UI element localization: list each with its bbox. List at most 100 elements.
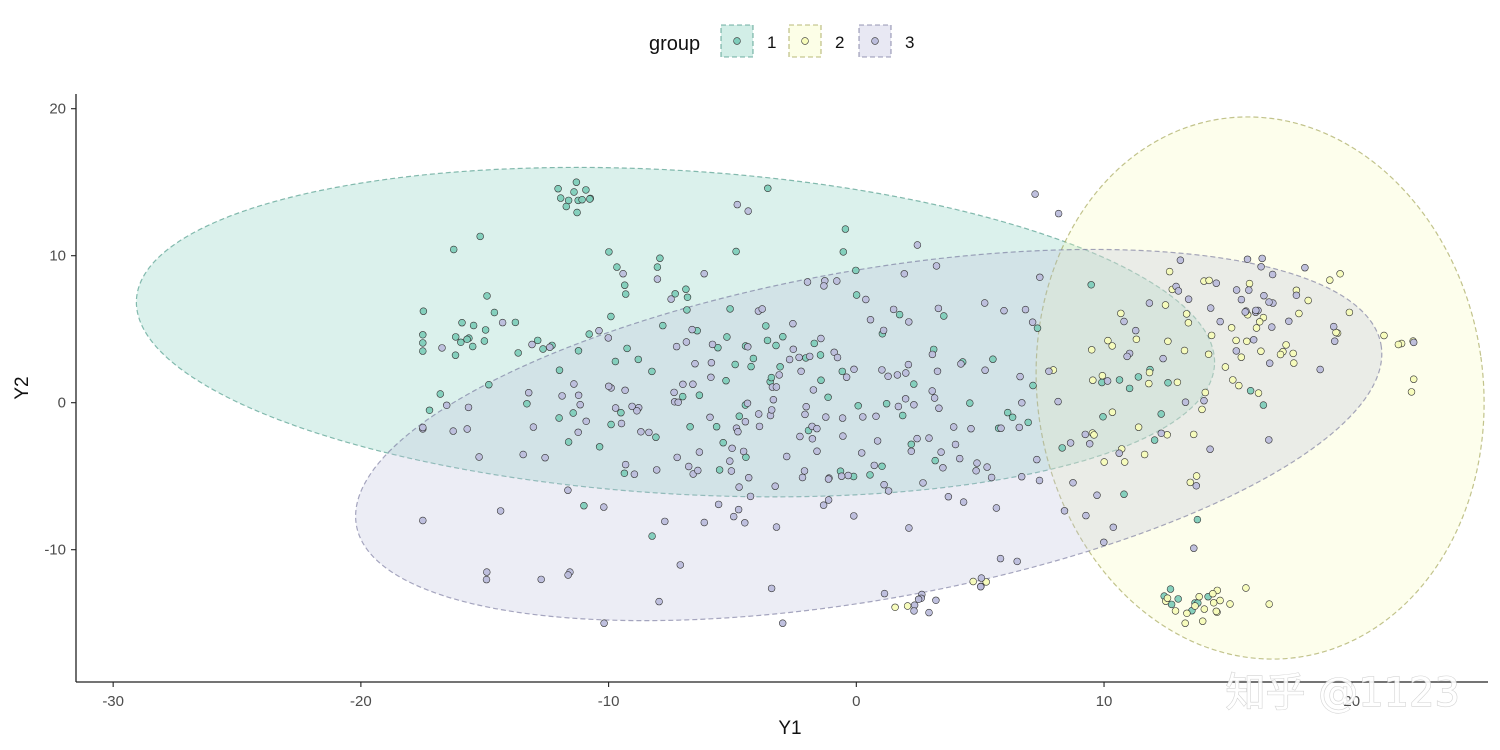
point-group-1 — [620, 469, 629, 477]
point-group-2 — [1186, 478, 1195, 487]
point-group-3 — [628, 402, 636, 411]
y-tick-label: 10 — [49, 248, 66, 265]
point-group-1 — [556, 194, 565, 202]
point-group-3 — [1066, 439, 1075, 447]
point-group-1 — [523, 400, 531, 408]
point-group-1 — [816, 351, 825, 359]
point-group-1 — [1150, 436, 1159, 444]
point-group-3 — [754, 410, 763, 418]
point-group-2 — [1254, 389, 1263, 397]
point-group-3 — [744, 343, 752, 351]
point-group-2 — [1181, 619, 1189, 627]
point-group-3 — [872, 412, 880, 420]
point-group-1 — [1259, 401, 1268, 409]
point-group-1 — [457, 338, 465, 346]
ellipse-group-2 — [1035, 116, 1485, 660]
point-group-3 — [866, 316, 875, 324]
point-group-3 — [611, 404, 620, 412]
point-group-1 — [1099, 413, 1107, 421]
point-group-3 — [1131, 326, 1140, 335]
point-group-3 — [673, 453, 681, 462]
point-group-1 — [419, 307, 428, 315]
point-group-3 — [746, 492, 755, 501]
point-group-1 — [966, 399, 974, 407]
point-group-1 — [695, 391, 704, 399]
point-group-2 — [1257, 347, 1265, 355]
point-group-3 — [679, 380, 687, 388]
point-group-2 — [1198, 405, 1206, 414]
point-group-3 — [937, 448, 945, 456]
point-group-3 — [688, 325, 696, 334]
point-group-3 — [767, 406, 776, 414]
point-group-3 — [1265, 359, 1274, 367]
point-group-3 — [667, 295, 675, 303]
point-group-1 — [714, 344, 722, 352]
point-group-2 — [1201, 388, 1210, 397]
point-group-1 — [682, 285, 690, 293]
point-group-2 — [1282, 341, 1290, 349]
point-group-3 — [1174, 287, 1183, 295]
point-group-3 — [682, 338, 691, 346]
point-group-2 — [1184, 319, 1193, 327]
point-group-3 — [630, 470, 639, 478]
point-group-3 — [1330, 337, 1339, 345]
point-group-1 — [1174, 595, 1182, 603]
point-group-2 — [1205, 276, 1213, 285]
point-group-1 — [555, 414, 563, 422]
point-group-1 — [480, 337, 489, 345]
point-group-1 — [817, 376, 825, 384]
point-group-3 — [949, 423, 958, 431]
point-group-3 — [689, 380, 697, 388]
point-group-1 — [866, 471, 874, 479]
point-group-3 — [772, 523, 781, 531]
point-group-1 — [555, 366, 564, 374]
point-group-3 — [483, 568, 491, 576]
point-group-2 — [969, 577, 977, 586]
point-group-3 — [928, 350, 937, 359]
point-group-2 — [1104, 336, 1112, 345]
point-group-1 — [1087, 281, 1095, 289]
point-group-1 — [483, 292, 491, 300]
point-group-3 — [913, 434, 921, 443]
point-group-1 — [1164, 379, 1172, 387]
point-group-3 — [529, 423, 538, 431]
point-group-3 — [1268, 270, 1277, 279]
point-group-1 — [425, 406, 434, 414]
point-group-2 — [1191, 602, 1199, 610]
point-group-3 — [824, 475, 833, 483]
point-group-3 — [1329, 322, 1338, 331]
point-group-3 — [959, 498, 968, 506]
point-group-3 — [800, 467, 809, 475]
point-group-3 — [1060, 507, 1069, 515]
point-group-3 — [859, 413, 867, 421]
point-group-1 — [719, 439, 727, 447]
point-group-3 — [934, 304, 943, 313]
point-group-3 — [1285, 317, 1293, 325]
point-group-3 — [1082, 511, 1090, 520]
point-group-2 — [1229, 376, 1237, 384]
point-group-3 — [900, 270, 908, 278]
point-group-1 — [1246, 387, 1255, 395]
x-axis-title: Y1 — [778, 718, 801, 739]
point-group-3 — [617, 419, 626, 428]
point-group-3 — [1258, 254, 1266, 263]
point-group-3 — [902, 369, 910, 377]
point-group-2 — [1200, 605, 1209, 613]
point-group-3 — [1103, 377, 1112, 385]
point-group-3 — [805, 352, 814, 361]
point-group-3 — [870, 461, 878, 470]
point-group-3 — [928, 387, 936, 395]
point-group-3 — [1054, 209, 1063, 218]
point-group-2 — [1209, 599, 1218, 607]
point-group-1 — [931, 456, 939, 465]
point-group-1 — [1008, 413, 1017, 421]
point-group-2 — [1098, 372, 1107, 380]
point-group-3 — [925, 434, 933, 442]
point-group-3 — [564, 486, 572, 494]
point-group-2 — [903, 602, 912, 610]
point-group-2 — [1304, 296, 1312, 305]
point-group-2 — [1120, 458, 1129, 466]
point-group-2 — [1171, 607, 1180, 615]
point-group-1 — [852, 291, 861, 299]
point-group-3 — [932, 596, 940, 604]
